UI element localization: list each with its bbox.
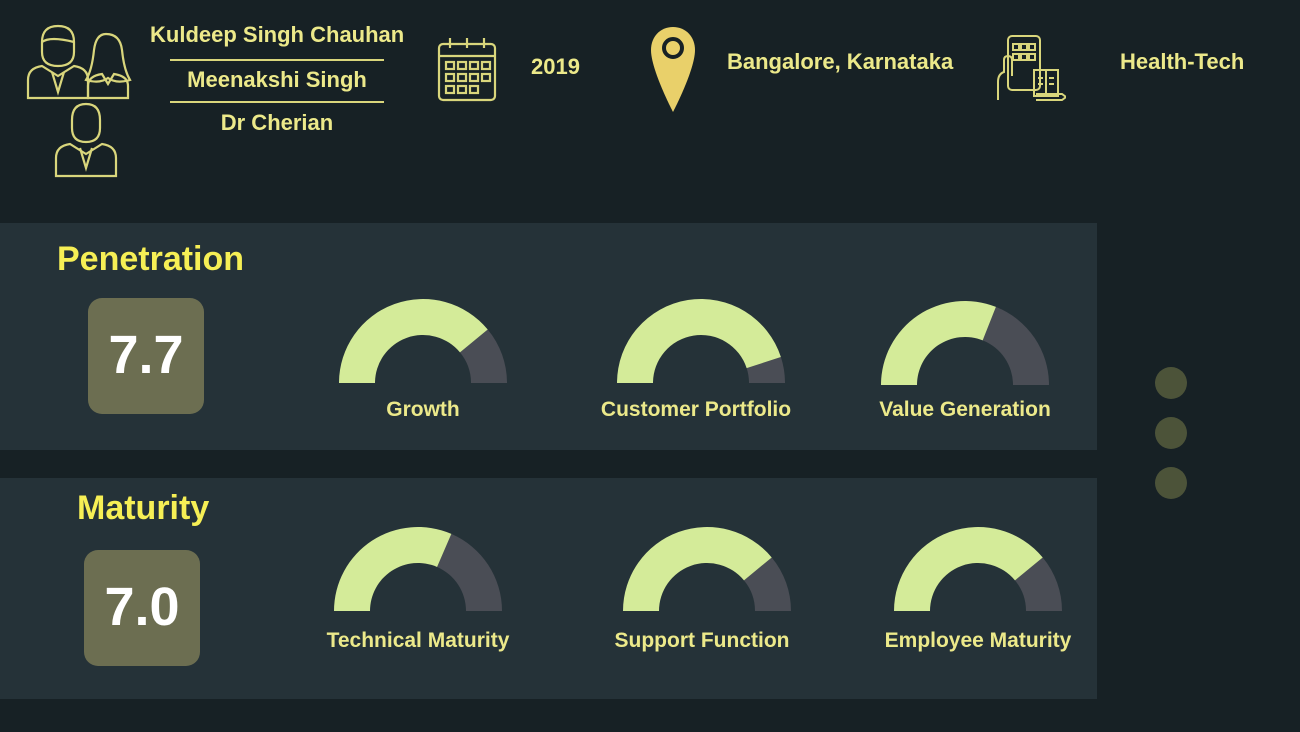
- sector-text: Health-Tech: [1120, 49, 1245, 74]
- founder-name-1: Kuldeep Singh Chauhan: [150, 22, 405, 47]
- tech-devices-icon: [994, 34, 1068, 104]
- gauge-track: [982, 306, 1049, 385]
- maturity-score-value: 7.0: [104, 577, 180, 637]
- gauge-track: [743, 557, 791, 611]
- gauge-label-value-generation: Value Generation: [879, 398, 1051, 421]
- gauge-fill: [339, 299, 488, 383]
- penetration-score-value: 7.7: [108, 325, 184, 385]
- gauge-label-technical-maturity: Technical Maturity: [326, 629, 510, 652]
- founded-year: 2019: [531, 54, 580, 79]
- calendar-icon: [436, 36, 498, 104]
- founder-name-2: Meenakshi Singh: [187, 67, 367, 92]
- gauge-track: [746, 357, 785, 383]
- pager-dot-1[interactable]: [1155, 367, 1187, 399]
- gauge-fill: [334, 527, 452, 611]
- gauge-track: [459, 329, 507, 383]
- gauge-growth: [339, 299, 507, 383]
- penetration-score-box: 7.7: [88, 298, 204, 414]
- founder-divider: [170, 101, 384, 103]
- gauge-track: [437, 533, 502, 611]
- location-text: Bangalore, Karnataka: [727, 49, 954, 74]
- gauge-label-support-function: Support Function: [614, 629, 790, 652]
- gauge-value-generation: [881, 301, 1049, 385]
- section-title-penetration: Penetration: [57, 240, 245, 278]
- pager-dot-2[interactable]: [1155, 417, 1187, 449]
- gauge-track: [1014, 557, 1062, 611]
- gauge-fill: [881, 301, 996, 385]
- gauge-customer-portfolio: [617, 298, 785, 383]
- maturity-score-box: 7.0: [84, 550, 200, 666]
- gauge-employee-maturity: [894, 527, 1062, 611]
- gauge-fill: [623, 527, 772, 611]
- gauge-support-function: [623, 527, 791, 611]
- founder-divider: [170, 59, 384, 61]
- gauge-label-growth: Growth: [386, 398, 460, 421]
- founders-icon: [24, 20, 150, 180]
- location-pin-icon: [650, 26, 696, 114]
- section-title-maturity: Maturity: [77, 489, 210, 527]
- gauge-fill: [894, 527, 1043, 611]
- gauge-label-customer-portfolio: Customer Portfolio: [600, 398, 792, 421]
- founder-name-3: Dr Cherian: [220, 110, 334, 135]
- pager-dot-3[interactable]: [1155, 467, 1187, 499]
- gauge-technical-maturity: [334, 527, 502, 611]
- gauge-fill: [617, 298, 781, 383]
- gauge-label-employee-maturity: Employee Maturity: [884, 629, 1072, 652]
